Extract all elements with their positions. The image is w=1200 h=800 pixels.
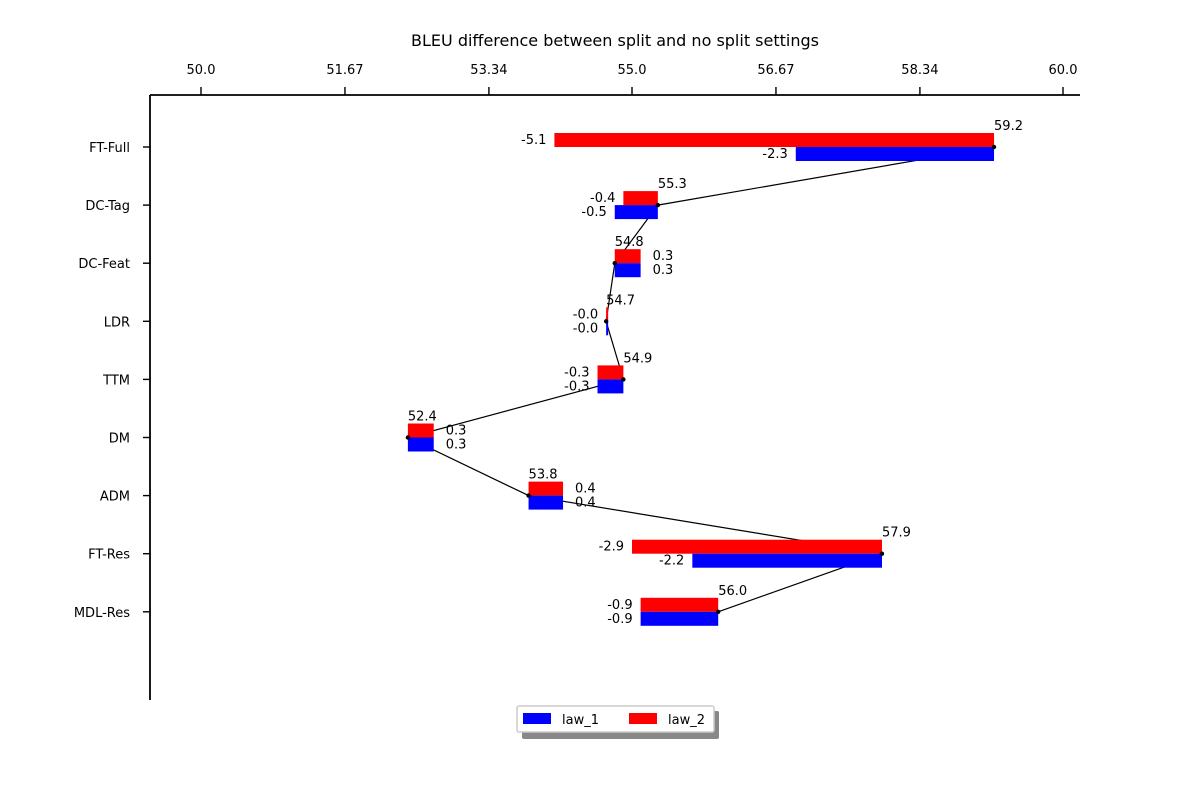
score-label: 53.8	[529, 468, 558, 483]
legend-swatch	[523, 713, 551, 724]
law-2-value-label: -0.4	[590, 191, 615, 206]
score-point	[716, 609, 721, 614]
y-tick-label: MDL-Res	[74, 606, 130, 621]
legend: law_1 law_2	[516, 705, 719, 739]
x-tick-label: 58.34	[901, 63, 938, 78]
score-label: 54.7	[606, 293, 635, 308]
y-tick-label: FT-Res	[88, 548, 130, 563]
y-tick-label: DC-Tag	[85, 199, 130, 214]
law-1-bar	[528, 495, 564, 510]
law-1-bar	[606, 321, 609, 336]
law-2-bar	[407, 423, 434, 438]
legend-label: law_1	[562, 713, 599, 728]
score-point	[612, 261, 617, 266]
law-2-value-label: -0.9	[607, 598, 632, 613]
x-tick-label: 53.34	[470, 63, 507, 78]
score-point	[526, 493, 531, 498]
law-1-value-label: -0.5	[581, 205, 606, 220]
law-2-bar	[640, 597, 719, 612]
y-tick-label: ADM	[100, 490, 130, 505]
law-1-bar	[640, 611, 719, 626]
score-label: 54.9	[623, 351, 652, 366]
law-2-value-label: 0.3	[446, 424, 467, 439]
law-1-value-label: -2.3	[762, 147, 787, 162]
law-2-value-label: 0.4	[575, 482, 596, 497]
legend-label: law_2	[668, 713, 705, 728]
x-tick-label: 50.0	[187, 63, 216, 78]
score-label: 52.4	[408, 410, 437, 425]
law-1-bar	[692, 553, 882, 568]
law-1-bar	[597, 379, 624, 394]
score-label: 54.8	[615, 235, 644, 250]
law-1-value-label: 0.3	[653, 263, 674, 278]
law-2-bar	[606, 307, 609, 322]
score-label: 59.2	[994, 119, 1023, 134]
law-2-bar	[554, 133, 995, 147]
legend-box	[516, 705, 715, 733]
law-1-bar	[614, 205, 658, 220]
score-label: 57.9	[882, 526, 911, 541]
law-2-bar	[614, 249, 641, 264]
score-point	[603, 319, 609, 324]
legend-swatch	[629, 713, 657, 724]
x-tick-label: 51.67	[326, 63, 363, 78]
law-2-value-label: 0.3	[653, 249, 674, 264]
law-1-value-label: -0.3	[564, 379, 589, 394]
score-label: 56.0	[718, 584, 747, 599]
score-point	[621, 377, 626, 382]
law-2-value-label: -0.3	[564, 365, 589, 380]
law-1-value-label: 0.3	[446, 438, 467, 453]
law-2-value-label: -5.1	[521, 133, 546, 148]
y-tick-label: DC-Feat	[78, 257, 130, 272]
law-2-bar	[632, 539, 882, 554]
law-2-bar	[623, 191, 658, 206]
law-1-value-label: -0.9	[607, 612, 632, 627]
law-1-value-label: -0.0	[573, 321, 598, 336]
x-tick-label: 60.0	[1049, 63, 1078, 78]
score-point	[991, 144, 997, 150]
law-1-bar	[407, 437, 434, 452]
value-labels: -5.1-2.359.2-0.4-0.555.30.30.354.8-0.0-0…	[405, 119, 1023, 627]
law-2-bar	[528, 481, 564, 496]
score-point	[655, 202, 661, 208]
y-tick-label: FT-Full	[89, 141, 130, 156]
score-label: 55.3	[658, 177, 687, 192]
chart-title: BLEU difference between split and no spl…	[411, 31, 819, 50]
y-tick-label: DM	[109, 432, 130, 447]
x-tick-label: 55.0	[618, 63, 647, 78]
law-1-value-label: -2.2	[659, 554, 684, 569]
score-point	[879, 551, 885, 556]
x-tick-label: 56.67	[757, 63, 794, 78]
score-point	[405, 435, 411, 440]
law-1-value-label: 0.4	[575, 496, 596, 511]
law-1-bar	[614, 263, 641, 278]
law-2-value-label: -2.9	[599, 540, 624, 555]
axes: 50.0 51.67 53.34 55.0 56.67 58.34 60.0 FT-Full D…	[74, 63, 1080, 700]
bars	[407, 133, 995, 626]
y-tick-label: LDR	[104, 315, 130, 330]
y-tick-label: TTM	[102, 373, 130, 388]
law-2-value-label: -0.0	[573, 307, 598, 322]
law-2-bar	[597, 365, 624, 380]
law-1-bar	[795, 147, 995, 161]
